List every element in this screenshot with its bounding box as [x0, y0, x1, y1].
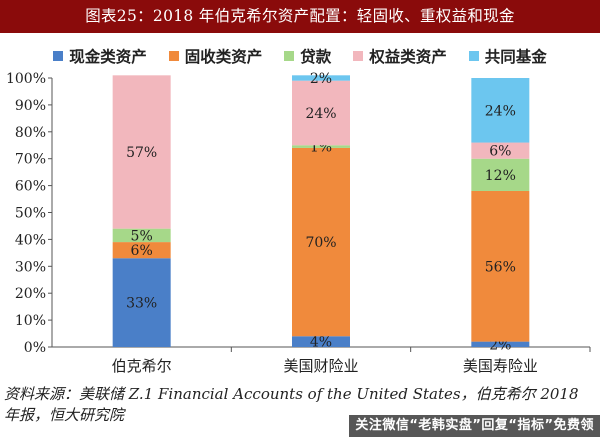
- legend-swatch: [353, 51, 364, 61]
- data-label: 4%: [310, 335, 332, 351]
- y-tick-label: 50%: [15, 206, 46, 222]
- data-label: 24%: [485, 103, 516, 119]
- legend-label: 共同基金: [484, 47, 547, 66]
- stacked-bar-chart: 0%10%20%30%40%50%60%70%80%90%100%33%6%5%…: [6, 71, 591, 375]
- legend-swatch: [468, 51, 479, 61]
- data-label: 5%: [131, 228, 153, 244]
- legend-label: 固收类资产: [184, 47, 263, 66]
- y-tick-label: 80%: [15, 125, 46, 141]
- legend-item: 共同基金: [468, 45, 547, 67]
- data-label: 70%: [305, 235, 336, 251]
- bar-segment: [292, 80, 350, 146]
- legend-label: 权益类资产: [369, 47, 447, 66]
- x-tick-label: 伯克希尔: [112, 357, 172, 375]
- y-tick-label: 70%: [15, 152, 46, 168]
- bar-segment: [112, 75, 171, 229]
- data-label: 6%: [131, 243, 153, 259]
- bar-segment: [112, 228, 171, 243]
- legend-item: 现金类资产: [53, 45, 147, 67]
- legend-item: 贷款: [284, 45, 331, 67]
- data-label: 2%: [310, 71, 332, 87]
- data-label: 33%: [126, 296, 157, 312]
- bar-segment: [471, 78, 530, 143]
- source-line-1: 资料来源：美联储 Z.1 Financial Accounts of the U…: [4, 385, 579, 403]
- data-label: 56%: [485, 259, 516, 275]
- legend: 现金类资产 固收类资产 贷款 权益类资产 共同基金: [0, 44, 600, 68]
- data-label: 57%: [126, 145, 157, 161]
- bar-segment: [292, 147, 350, 337]
- y-tick-label: 20%: [15, 286, 46, 302]
- y-tick-label: 40%: [15, 232, 46, 248]
- legend-item: 权益类资产: [353, 45, 447, 67]
- bar-segment: [112, 258, 171, 347]
- watermark-banner: 关注微信“老韩实盘”回复“指标”免费领: [349, 415, 600, 437]
- x-tick-label: 美国寿险业: [463, 357, 538, 375]
- data-label: 24%: [305, 106, 336, 122]
- bar-segment: [471, 158, 530, 191]
- bar-segment: [292, 145, 350, 148]
- bar-segment: [471, 142, 530, 159]
- bar-segment: [471, 190, 530, 342]
- legend-label: 贷款: [300, 47, 332, 66]
- data-label: 6%: [489, 144, 511, 160]
- y-tick-label: 30%: [15, 259, 46, 275]
- y-tick-label: 90%: [15, 98, 46, 114]
- y-tick-label: 60%: [15, 179, 46, 195]
- bar-segment: [292, 336, 350, 347]
- y-tick-label: 0%: [24, 340, 46, 356]
- y-tick-label: 10%: [15, 313, 46, 329]
- source-line-2: 年报，恒大研究院: [4, 406, 125, 424]
- legend-item: 固收类资产: [168, 45, 263, 67]
- bar-segment: [292, 75, 350, 81]
- y-tick-label: 100%: [6, 71, 46, 87]
- legend-label: 现金类资产: [69, 47, 147, 66]
- source-note: 资料来源：美联储 Z.1 Financial Accounts of the U…: [4, 384, 596, 426]
- legend-swatch: [284, 51, 295, 61]
- x-tick-label: 美国财险业: [283, 357, 358, 375]
- legend-swatch: [53, 51, 64, 61]
- legend-swatch: [168, 51, 179, 61]
- data-label: 12%: [485, 168, 516, 184]
- bar-segment: [471, 341, 530, 347]
- bar-segment: [112, 242, 171, 259]
- chart-title: 图表25：2018 年伯克希尔资产配置：轻固收、重权益和现金: [0, 0, 600, 33]
